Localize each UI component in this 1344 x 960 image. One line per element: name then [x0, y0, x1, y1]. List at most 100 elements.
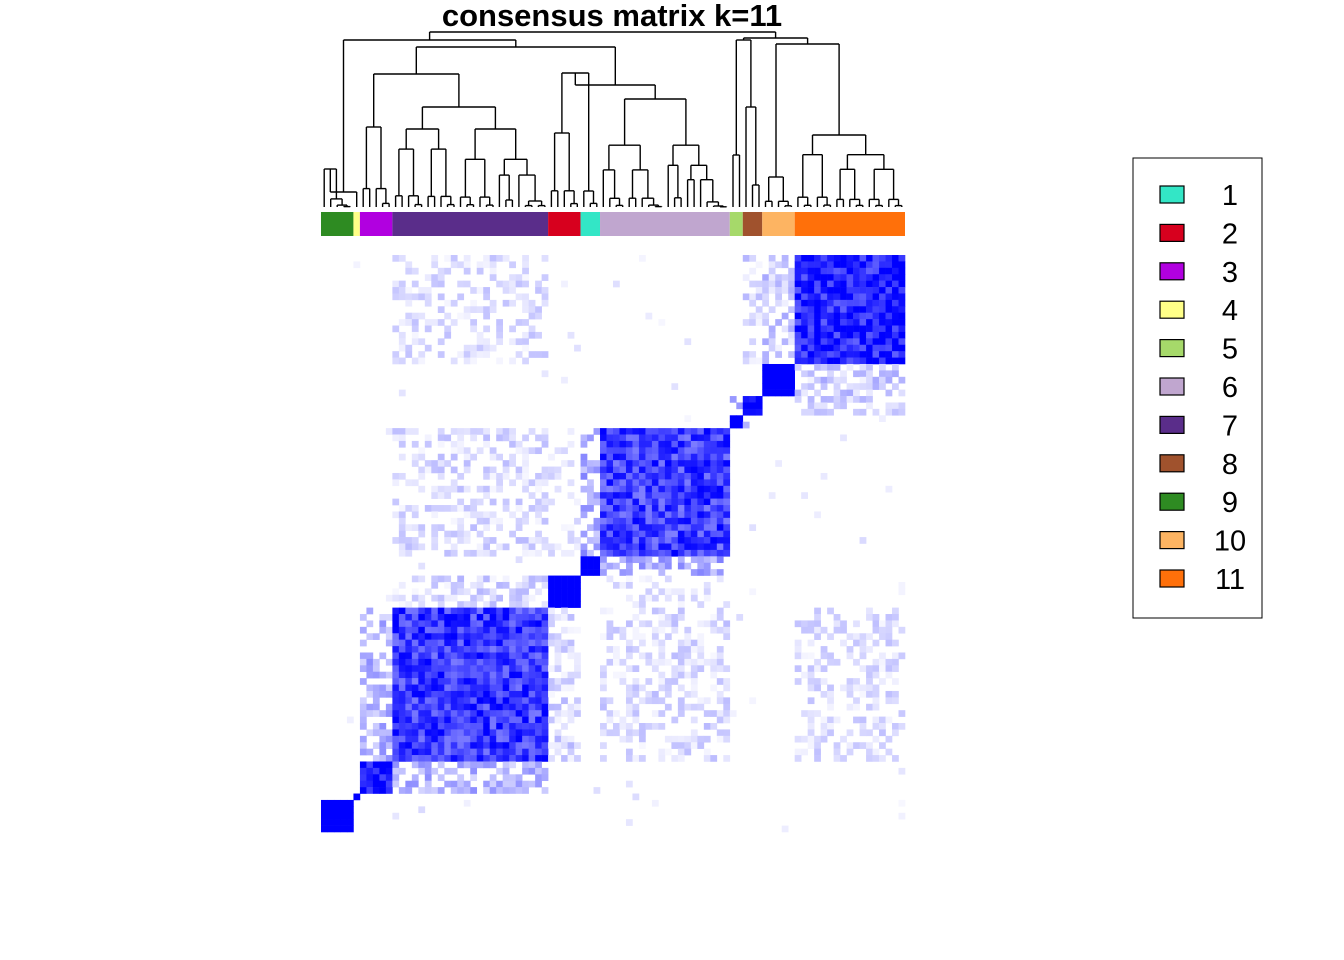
heatmap-cell [866, 287, 873, 294]
heatmap-cell [775, 287, 783, 294]
heatmap-cell [716, 460, 724, 467]
heatmap-cell [613, 428, 620, 435]
heatmap-cell [664, 562, 672, 570]
heatmap-cell [502, 710, 510, 717]
heatmap-cell [457, 729, 465, 737]
heatmap-cell [716, 440, 724, 448]
heatmap-cell [522, 453, 529, 461]
heatmap-cell [450, 755, 458, 762]
heatmap-cell [807, 665, 815, 673]
heatmap-cell [879, 415, 886, 422]
heatmap-cell [398, 434, 406, 442]
heatmap-cell [697, 460, 705, 467]
heatmap-cell [541, 742, 549, 749]
heatmap-cell [476, 588, 484, 596]
heatmap-cell [742, 421, 750, 429]
heatmap-cell [807, 723, 815, 730]
heatmap-cell [541, 652, 549, 660]
heatmap-cell [892, 338, 899, 346]
heatmap-cell [496, 485, 503, 493]
heatmap-cell [463, 799, 471, 807]
heatmap-cell [794, 331, 802, 339]
heatmap-cell [600, 524, 607, 531]
heatmap-cell [840, 312, 847, 320]
heatmap-cell [502, 723, 510, 730]
heatmap-cell [450, 671, 458, 679]
heatmap-cell [645, 620, 653, 628]
heatmap-cell [775, 460, 783, 467]
heatmap-cell [762, 370, 770, 378]
heatmap-cell [801, 652, 808, 660]
heatmap-cell [827, 697, 834, 705]
heatmap-cell [554, 646, 562, 653]
heatmap-cell [496, 524, 503, 531]
heatmap-cell [677, 601, 685, 608]
heatmap-cell [561, 735, 568, 743]
heatmap-cell [437, 710, 445, 717]
heatmap-cell [405, 614, 413, 621]
heatmap-cell [580, 460, 588, 467]
heatmap-cell [502, 787, 510, 794]
heatmap-cell [489, 671, 497, 679]
heatmap-cell [424, 665, 432, 673]
heatmap-cell [892, 678, 899, 685]
heatmap-cell [405, 710, 413, 717]
heatmap-cell [385, 626, 393, 634]
heatmap-cell [593, 543, 601, 551]
heatmap-cell [548, 498, 555, 506]
heatmap-cell [632, 793, 640, 801]
heatmap-cell [807, 729, 815, 737]
heatmap-cell [496, 787, 503, 794]
heatmap-cell [742, 357, 750, 365]
heatmap-cell [664, 594, 672, 602]
heatmap-cell [554, 703, 562, 711]
heatmap-cell [671, 530, 679, 538]
heatmap-cell [866, 319, 873, 326]
heatmap-cell [398, 594, 406, 602]
heatmap-cell [866, 396, 873, 403]
heatmap-cell [762, 389, 770, 397]
heatmap-cell [515, 639, 523, 647]
heatmap-cell [677, 447, 685, 455]
heatmap-cell [638, 556, 646, 564]
heatmap-cell [321, 799, 328, 807]
heatmap-cell [411, 460, 419, 467]
heatmap-cell [762, 363, 770, 371]
heatmap-cell [444, 639, 452, 647]
legend-swatch-9 [1159, 492, 1185, 511]
heatmap-cell [528, 767, 536, 775]
heatmap-cell [697, 639, 705, 647]
heatmap-cell [366, 787, 374, 794]
heatmap-cell [418, 787, 426, 794]
heatmap-cell [716, 646, 724, 653]
heatmap-cell [372, 787, 380, 794]
heatmap-cell [716, 485, 724, 493]
heatmap-cell [476, 671, 484, 679]
heatmap-cell [723, 620, 731, 628]
heatmap-cell [658, 646, 666, 653]
heatmap-cell [418, 472, 426, 480]
heatmap-cell [463, 620, 471, 628]
heatmap-cell [859, 274, 867, 281]
heatmap-cell [567, 626, 575, 634]
heatmap-cell [866, 255, 873, 262]
heatmap-cell [625, 492, 633, 499]
heatmap-cell [424, 729, 432, 737]
heatmap-cell [710, 537, 718, 544]
heatmap-cell [853, 267, 860, 275]
heatmap-cell [866, 280, 873, 288]
annotation-segment-3 [359, 212, 393, 236]
heatmap-cell [457, 312, 465, 320]
heatmap-cell [431, 729, 439, 737]
heatmap-cell [866, 344, 873, 352]
heatmap-cell [333, 806, 341, 814]
heatmap-cell [450, 261, 458, 269]
heatmap-cell [359, 716, 367, 724]
heatmap-cell [814, 678, 821, 685]
heatmap-cell [872, 306, 880, 313]
heatmap-cell [892, 665, 899, 673]
heatmap-cell [781, 299, 789, 307]
heatmap-cell [684, 639, 692, 647]
heatmap-cell [872, 274, 880, 281]
heatmap-cell [463, 697, 471, 705]
